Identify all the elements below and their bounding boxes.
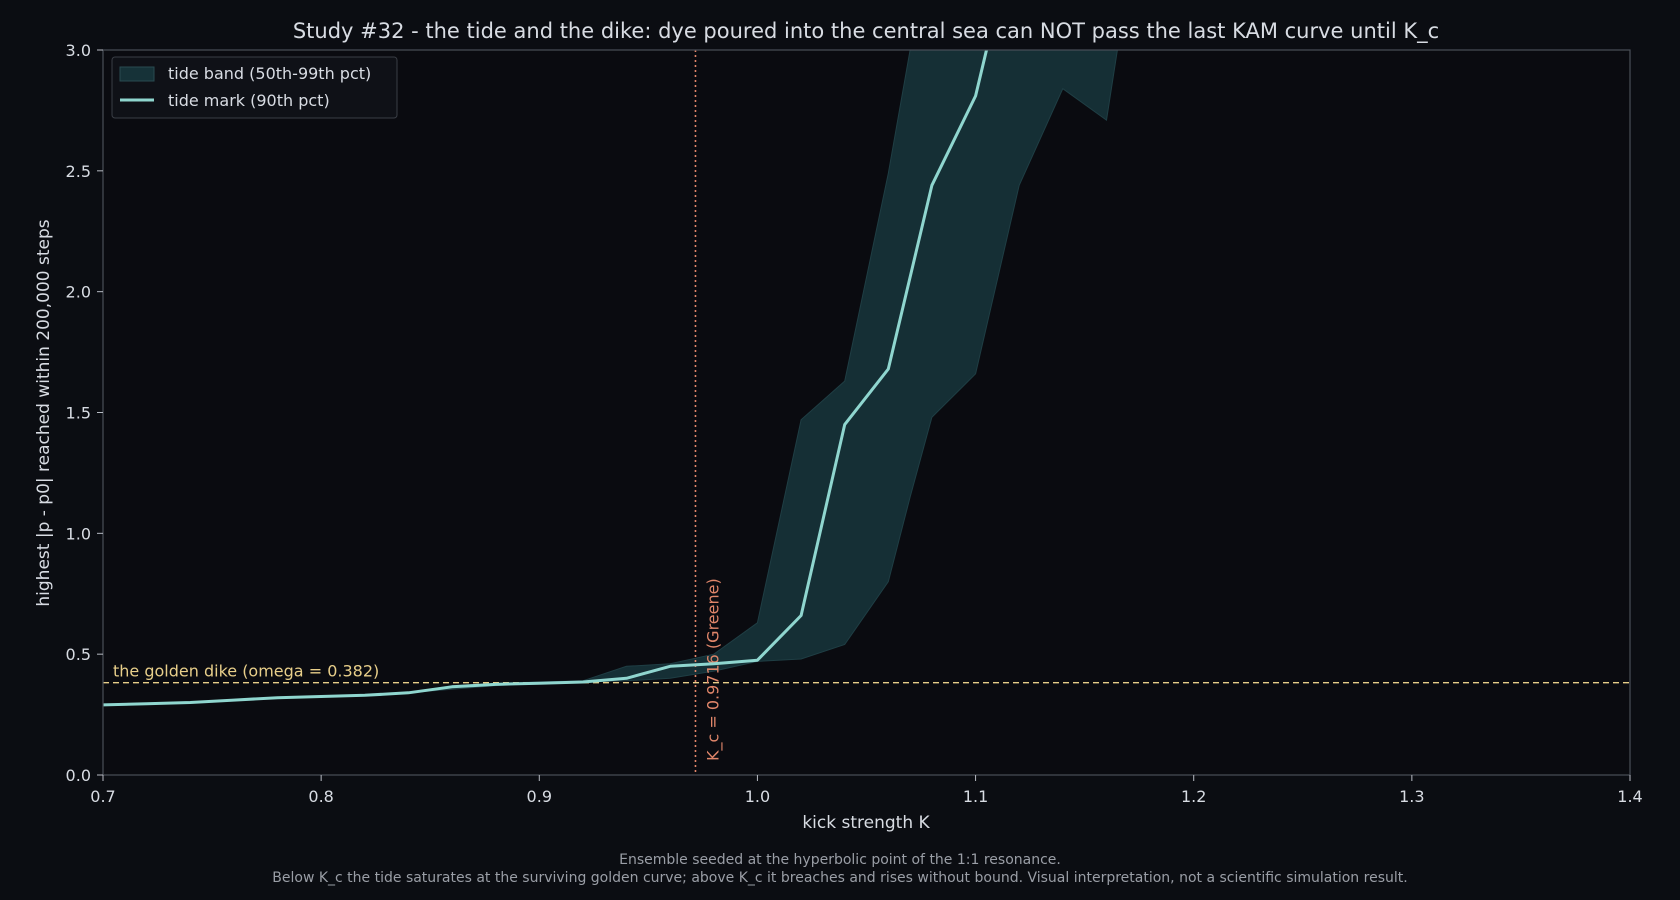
kc-label: K_c = 0.9716 (Greene): [703, 578, 723, 761]
y-tick-label: 1.5: [66, 404, 91, 423]
x-tick-label: 1.0: [745, 787, 770, 806]
legend-band-swatch: [120, 67, 154, 81]
chart-title: Study #32 - the tide and the dike: dye p…: [293, 19, 1439, 44]
x-tick-label: 0.7: [90, 787, 115, 806]
x-tick-label: 1.2: [1181, 787, 1206, 806]
x-tick-label: 0.8: [308, 787, 333, 806]
legend: tide band (50th-99th pct) tide mark (90t…: [112, 57, 397, 118]
y-tick-label: 2.0: [66, 283, 91, 302]
y-tick-label: 0.0: [66, 766, 91, 785]
y-tick-label: 0.5: [66, 645, 91, 664]
footnote-line-2: Below K_c the tide saturates at the surv…: [272, 870, 1407, 886]
y-tick-label: 3.0: [66, 41, 91, 60]
legend-label-band: tide band (50th-99th pct): [168, 64, 371, 83]
legend-label-line: tide mark (90th pct): [168, 91, 330, 110]
x-tick-label: 1.3: [1399, 787, 1424, 806]
y-tick-label: 2.5: [66, 162, 91, 181]
golden-dike-label: the golden dike (omega = 0.382): [113, 662, 379, 681]
footnote-line-1: Ensemble seeded at the hyperbolic point …: [619, 852, 1061, 868]
y-axis-label: highest |p - p0| reached within 200,000 …: [34, 219, 54, 606]
x-tick-label: 1.1: [963, 787, 988, 806]
x-tick-label: 1.4: [1617, 787, 1642, 806]
x-tick-label: 0.9: [527, 787, 552, 806]
x-axis-label: kick strength K: [802, 813, 930, 833]
y-tick-label: 1.0: [66, 524, 91, 543]
